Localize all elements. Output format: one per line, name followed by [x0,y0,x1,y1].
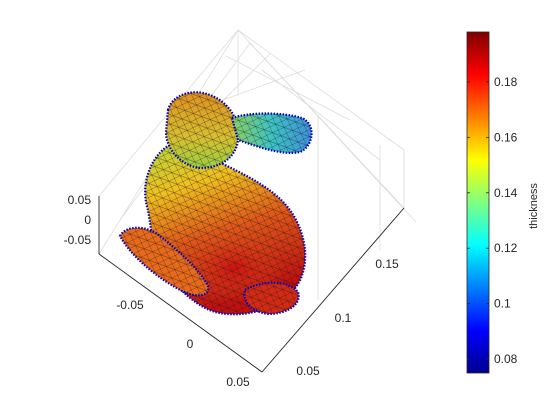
z-tick-label: 0.05 [68,193,92,207]
colorbar-tick-label: 0.18 [494,75,518,89]
colorbar-tick-label: 0.16 [494,130,518,144]
z-tick-label: -0.05 [64,233,92,247]
colorbar-tick-label: 0.08 [494,352,518,366]
x-tick-label: 0.05 [226,375,250,389]
colorbar-tick-label: 0.12 [494,241,518,255]
colorbar-label: thickness [528,183,540,229]
axes-outline [98,196,405,373]
y-axis-ticks: 0.05 0.1 0.15 [296,257,399,378]
y-tick-label: 0.05 [296,364,320,378]
x-tick-label: 0 [187,337,194,351]
z-axis-ticks: 0.05 0 -0.05 [64,193,92,247]
x-tick-label: -0.05 [116,298,144,312]
bunny-surface [118,91,313,316]
z-tick-label: 0 [84,213,91,227]
colorbar-tick-label: 0.1 [494,297,511,311]
colorbar-ticks: 0.18 0.16 0.14 0.12 0.1 0.08 [467,75,518,366]
colorbar-tick-label: 0.14 [494,186,518,200]
colorbar-gradient [466,31,490,374]
x-axis-ticks: -0.05 0 0.05 [116,298,250,389]
colorbar: 0.18 0.16 0.14 0.12 0.1 0.08 thickness [466,31,540,374]
y-tick-label: 0.1 [335,311,352,325]
y-tick-label: 0.15 [375,257,399,271]
